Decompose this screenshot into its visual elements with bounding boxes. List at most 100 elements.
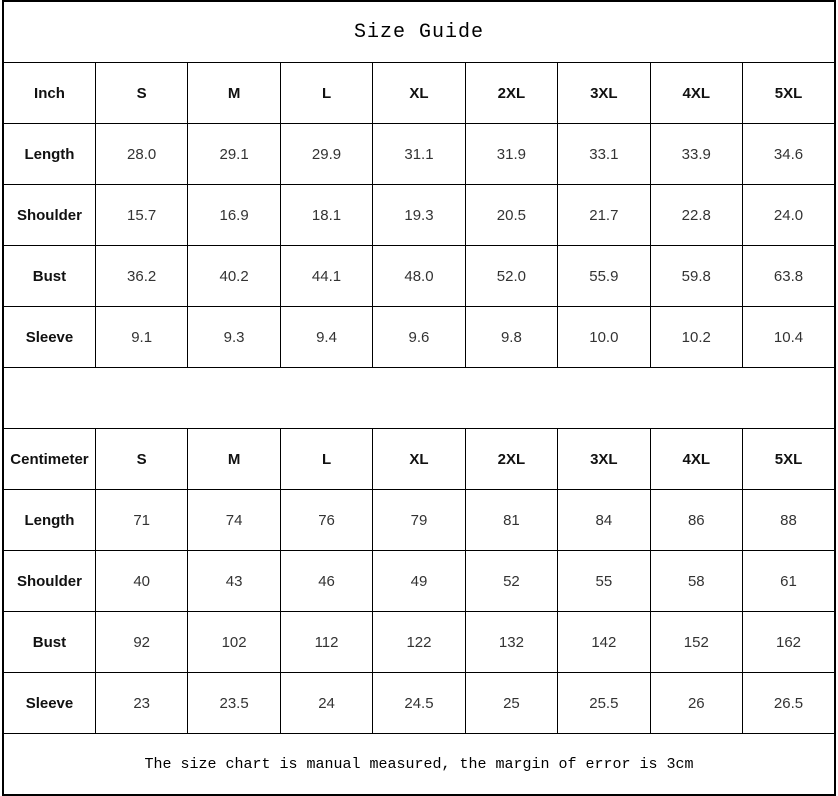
- row-label-cell: Bust: [2, 245, 96, 307]
- size-col-header: 3XL: [557, 62, 651, 124]
- measurement-row: Length 71 74 76 79 81 84 86 88: [2, 489, 836, 551]
- value-cell: 34.6: [742, 123, 836, 185]
- value-cell: 76: [279, 489, 374, 551]
- measurement-row: Bust 92 102 112 122 132 142 152 162: [2, 611, 836, 673]
- value-cell: 52.0: [464, 245, 559, 307]
- value-cell: 40.2: [187, 245, 281, 307]
- value-cell: 15.7: [94, 184, 189, 246]
- row-label-cell: Length: [2, 123, 96, 185]
- value-cell: 81: [464, 489, 559, 551]
- inch-table-body: Inch S M L XL 2XL 3XL 4XL 5XL Length 28.0 29.1 29.9 3…: [2, 62, 836, 368]
- value-cell: 28.0: [94, 123, 189, 185]
- value-cell: 162: [742, 611, 836, 673]
- value-cell: 23.5: [187, 672, 281, 734]
- value-cell: 22.8: [649, 184, 744, 246]
- measurement-row: Length 28.0 29.1 29.9 31.1 31.9 33.1 33.9 34.6: [2, 123, 836, 185]
- size-col-header: 2XL: [464, 428, 559, 490]
- value-cell: 29.9: [279, 123, 374, 185]
- value-cell: 24: [279, 672, 374, 734]
- measurement-row: Bust 36.2 40.2 44.1 48.0 52.0 55.9 59.8 63.8: [2, 245, 836, 307]
- value-cell: 112: [279, 611, 374, 673]
- value-cell: 9.4: [279, 306, 374, 368]
- value-cell: 9.3: [187, 306, 281, 368]
- value-cell: 55: [557, 550, 651, 612]
- title-row: Size Guide: [2, 0, 836, 63]
- value-cell: 29.1: [187, 123, 281, 185]
- value-cell: 10.0: [557, 306, 651, 368]
- size-col-header: L: [279, 428, 374, 490]
- value-cell: 9.6: [372, 306, 466, 368]
- row-label-cell: Sleeve: [2, 306, 96, 368]
- value-cell: 25.5: [557, 672, 651, 734]
- value-cell: 10.2: [649, 306, 744, 368]
- row-label-cell: Shoulder: [2, 184, 96, 246]
- size-col-header: XL: [372, 428, 466, 490]
- value-cell: 79: [372, 489, 466, 551]
- footer-row: The size chart is manual measured, the m…: [2, 733, 836, 796]
- unit-label-cell: Centimeter: [2, 428, 96, 490]
- value-cell: 46: [279, 550, 374, 612]
- measurement-row: Shoulder 15.7 16.9 18.1 19.3 20.5 21.7 22.8 24.0: [2, 184, 836, 246]
- value-cell: 122: [372, 611, 466, 673]
- value-cell: 24.0: [742, 184, 836, 246]
- value-cell: 55.9: [557, 245, 651, 307]
- value-cell: 86: [649, 489, 744, 551]
- size-col-header: 4XL: [649, 428, 744, 490]
- spacer-section: [2, 367, 836, 429]
- value-cell: 49: [372, 550, 466, 612]
- page-title: Size Guide: [2, 0, 836, 63]
- footer-section: The size chart is manual measured, the m…: [2, 733, 836, 796]
- value-cell: 31.1: [372, 123, 466, 185]
- measurement-row: Shoulder 40 43 46 49 52 55 58 61: [2, 550, 836, 612]
- size-header-row: Centimeter S M L XL 2XL 3XL 4XL 5XL: [2, 428, 836, 490]
- value-cell: 20.5: [464, 184, 559, 246]
- measurement-row: Sleeve 9.1 9.3 9.4 9.6 9.8 10.0 10.2 10.4: [2, 306, 836, 368]
- value-cell: 71: [94, 489, 189, 551]
- value-cell: 43: [187, 550, 281, 612]
- value-cell: 9.1: [94, 306, 189, 368]
- title-section: Size Guide: [2, 0, 836, 63]
- value-cell: 16.9: [187, 184, 281, 246]
- row-label-cell: Shoulder: [2, 550, 96, 612]
- value-cell: 63.8: [742, 245, 836, 307]
- value-cell: 25: [464, 672, 559, 734]
- value-cell: 59.8: [649, 245, 744, 307]
- value-cell: 92: [94, 611, 189, 673]
- row-label-cell: Bust: [2, 611, 96, 673]
- value-cell: 33.1: [557, 123, 651, 185]
- value-cell: 26: [649, 672, 744, 734]
- value-cell: 88: [742, 489, 836, 551]
- value-cell: 23: [94, 672, 189, 734]
- row-label-cell: Length: [2, 489, 96, 551]
- value-cell: 31.9: [464, 123, 559, 185]
- size-col-header: S: [94, 62, 189, 124]
- value-cell: 48.0: [372, 245, 466, 307]
- value-cell: 58: [649, 550, 744, 612]
- value-cell: 102: [187, 611, 281, 673]
- value-cell: 40: [94, 550, 189, 612]
- size-col-header: XL: [372, 62, 466, 124]
- value-cell: 19.3: [372, 184, 466, 246]
- measurement-row: Sleeve 23 23.5 24 24.5 25 25.5 26 26.5: [2, 672, 836, 734]
- value-cell: 21.7: [557, 184, 651, 246]
- value-cell: 26.5: [742, 672, 836, 734]
- size-col-header: 3XL: [557, 428, 651, 490]
- spacer-row: [2, 367, 836, 429]
- value-cell: 142: [557, 611, 651, 673]
- value-cell: 74: [187, 489, 281, 551]
- size-col-header: 5XL: [742, 428, 836, 490]
- size-col-header: 2XL: [464, 62, 559, 124]
- value-cell: 44.1: [279, 245, 374, 307]
- value-cell: 132: [464, 611, 559, 673]
- table-spacer: [2, 367, 836, 429]
- value-cell: 152: [649, 611, 744, 673]
- value-cell: 36.2: [94, 245, 189, 307]
- size-col-header: L: [279, 62, 374, 124]
- size-col-header: M: [187, 62, 281, 124]
- size-col-header: 4XL: [649, 62, 744, 124]
- value-cell: 10.4: [742, 306, 836, 368]
- value-cell: 24.5: [372, 672, 466, 734]
- unit-label-cell: Inch: [2, 62, 96, 124]
